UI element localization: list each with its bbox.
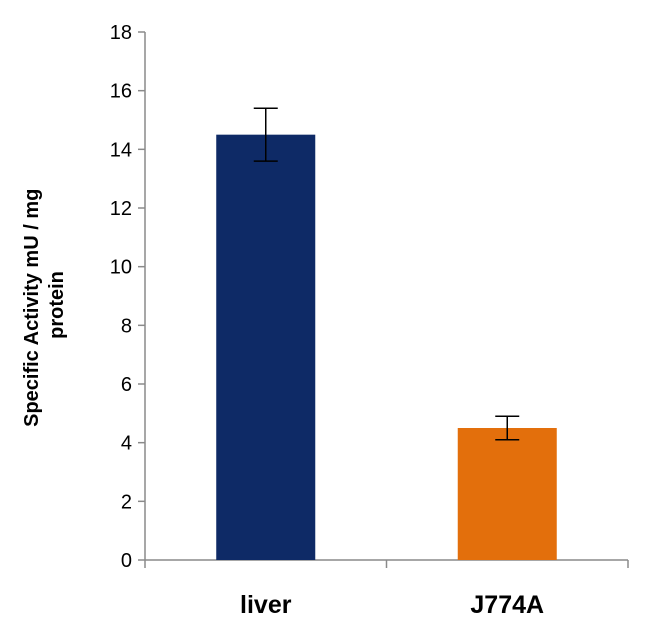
y-axis-title: Specific Activity mU / mg protein xyxy=(21,183,68,427)
y-tick-label: 18 xyxy=(110,22,132,44)
bars xyxy=(216,134,557,560)
y-tick-label: 4 xyxy=(121,433,132,455)
y-tick-label: 2 xyxy=(121,491,132,513)
y-tick-label: 12 xyxy=(110,198,132,220)
y-tick-label: 6 xyxy=(121,374,132,396)
x-category-label: liver xyxy=(240,591,292,619)
y-axis-title-line-2: protein xyxy=(46,271,68,339)
y-axis-title-line-1: Specific Activity mU / mg xyxy=(21,189,43,427)
x-axis: liver J774A xyxy=(144,559,629,619)
bar-liver xyxy=(216,134,316,560)
y-tick-label: 0 xyxy=(121,550,132,572)
y-tick-label: 8 xyxy=(121,315,132,337)
x-category-label: J774A xyxy=(470,591,544,619)
y-tick-label: 10 xyxy=(110,257,132,279)
y-tick-label: 14 xyxy=(110,139,132,161)
y-axis: 0 2 4 6 8 10 12 14 16 18 xyxy=(110,22,146,572)
y-tick-label: 16 xyxy=(110,81,132,103)
error-bars xyxy=(253,107,520,441)
bar-j774a xyxy=(457,428,557,560)
